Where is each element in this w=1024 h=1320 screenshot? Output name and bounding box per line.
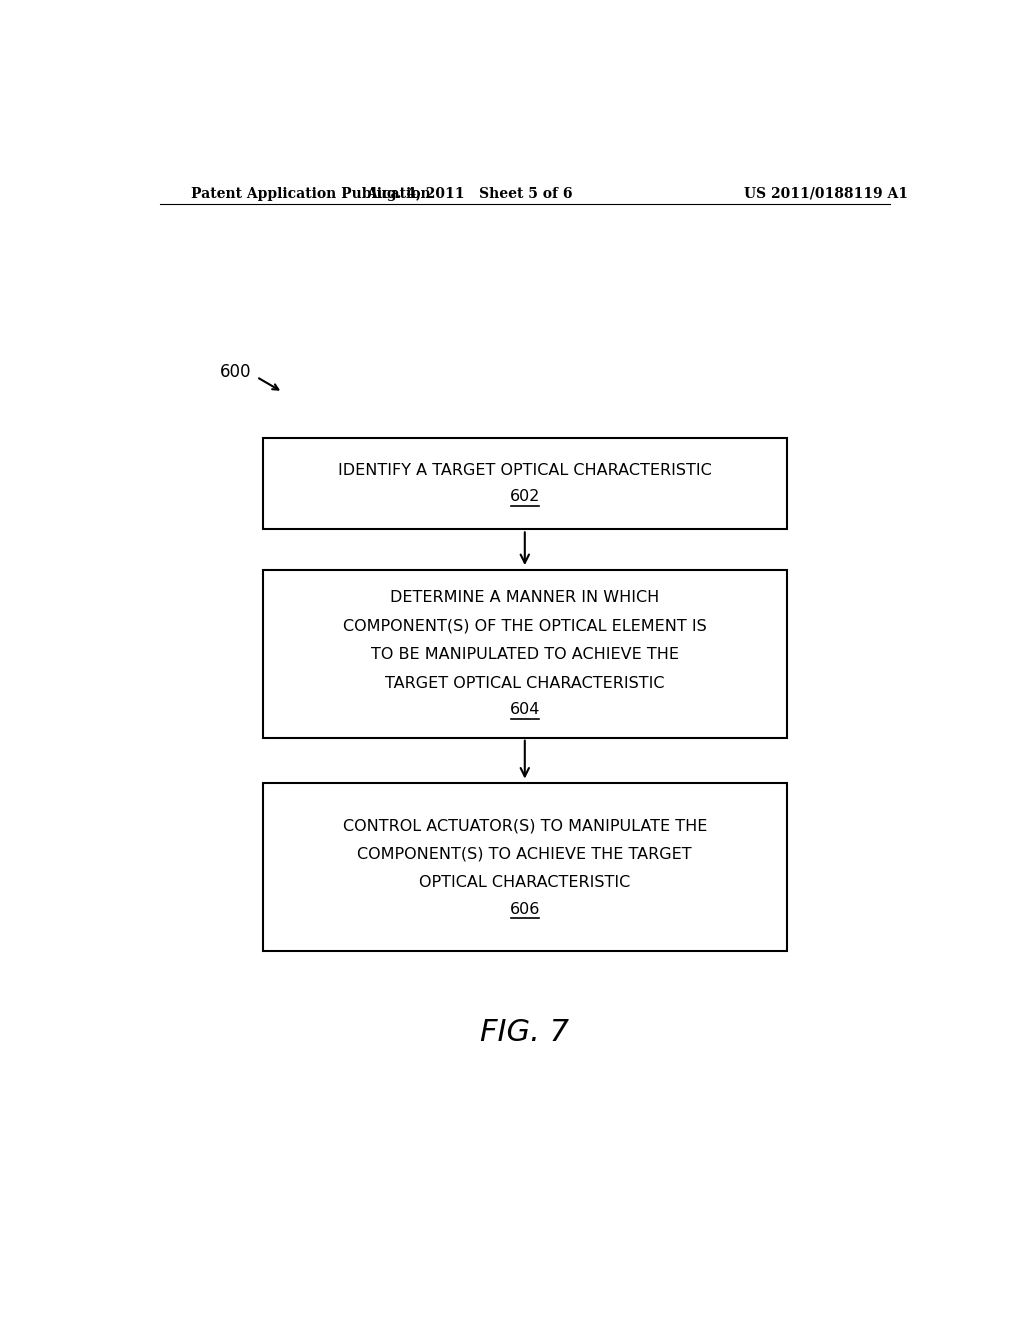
FancyBboxPatch shape: [263, 784, 786, 952]
Text: TARGET OPTICAL CHARACTERISTIC: TARGET OPTICAL CHARACTERISTIC: [385, 676, 665, 690]
Text: 602: 602: [510, 490, 540, 504]
Text: COMPONENT(S) OF THE OPTICAL ELEMENT IS: COMPONENT(S) OF THE OPTICAL ELEMENT IS: [343, 619, 707, 634]
Text: OPTICAL CHARACTERISTIC: OPTICAL CHARACTERISTIC: [419, 875, 631, 890]
Text: CONTROL ACTUATOR(S) TO MANIPULATE THE: CONTROL ACTUATOR(S) TO MANIPULATE THE: [343, 818, 707, 833]
Text: Patent Application Publication: Patent Application Publication: [191, 187, 431, 201]
Text: US 2011/0188119 A1: US 2011/0188119 A1: [744, 187, 908, 201]
Text: 606: 606: [510, 902, 540, 916]
FancyBboxPatch shape: [263, 570, 786, 738]
Text: COMPONENT(S) TO ACHIEVE THE TARGET: COMPONENT(S) TO ACHIEVE THE TARGET: [357, 846, 692, 862]
Text: FIG. 7: FIG. 7: [480, 1018, 569, 1047]
Text: 600: 600: [219, 363, 251, 381]
Text: TO BE MANIPULATED TO ACHIEVE THE: TO BE MANIPULATED TO ACHIEVE THE: [371, 647, 679, 663]
Text: DETERMINE A MANNER IN WHICH: DETERMINE A MANNER IN WHICH: [390, 590, 659, 606]
Text: Aug. 4, 2011   Sheet 5 of 6: Aug. 4, 2011 Sheet 5 of 6: [366, 187, 572, 201]
FancyBboxPatch shape: [263, 438, 786, 529]
Text: 604: 604: [510, 702, 540, 717]
Text: IDENTIFY A TARGET OPTICAL CHARACTERISTIC: IDENTIFY A TARGET OPTICAL CHARACTERISTIC: [338, 463, 712, 478]
